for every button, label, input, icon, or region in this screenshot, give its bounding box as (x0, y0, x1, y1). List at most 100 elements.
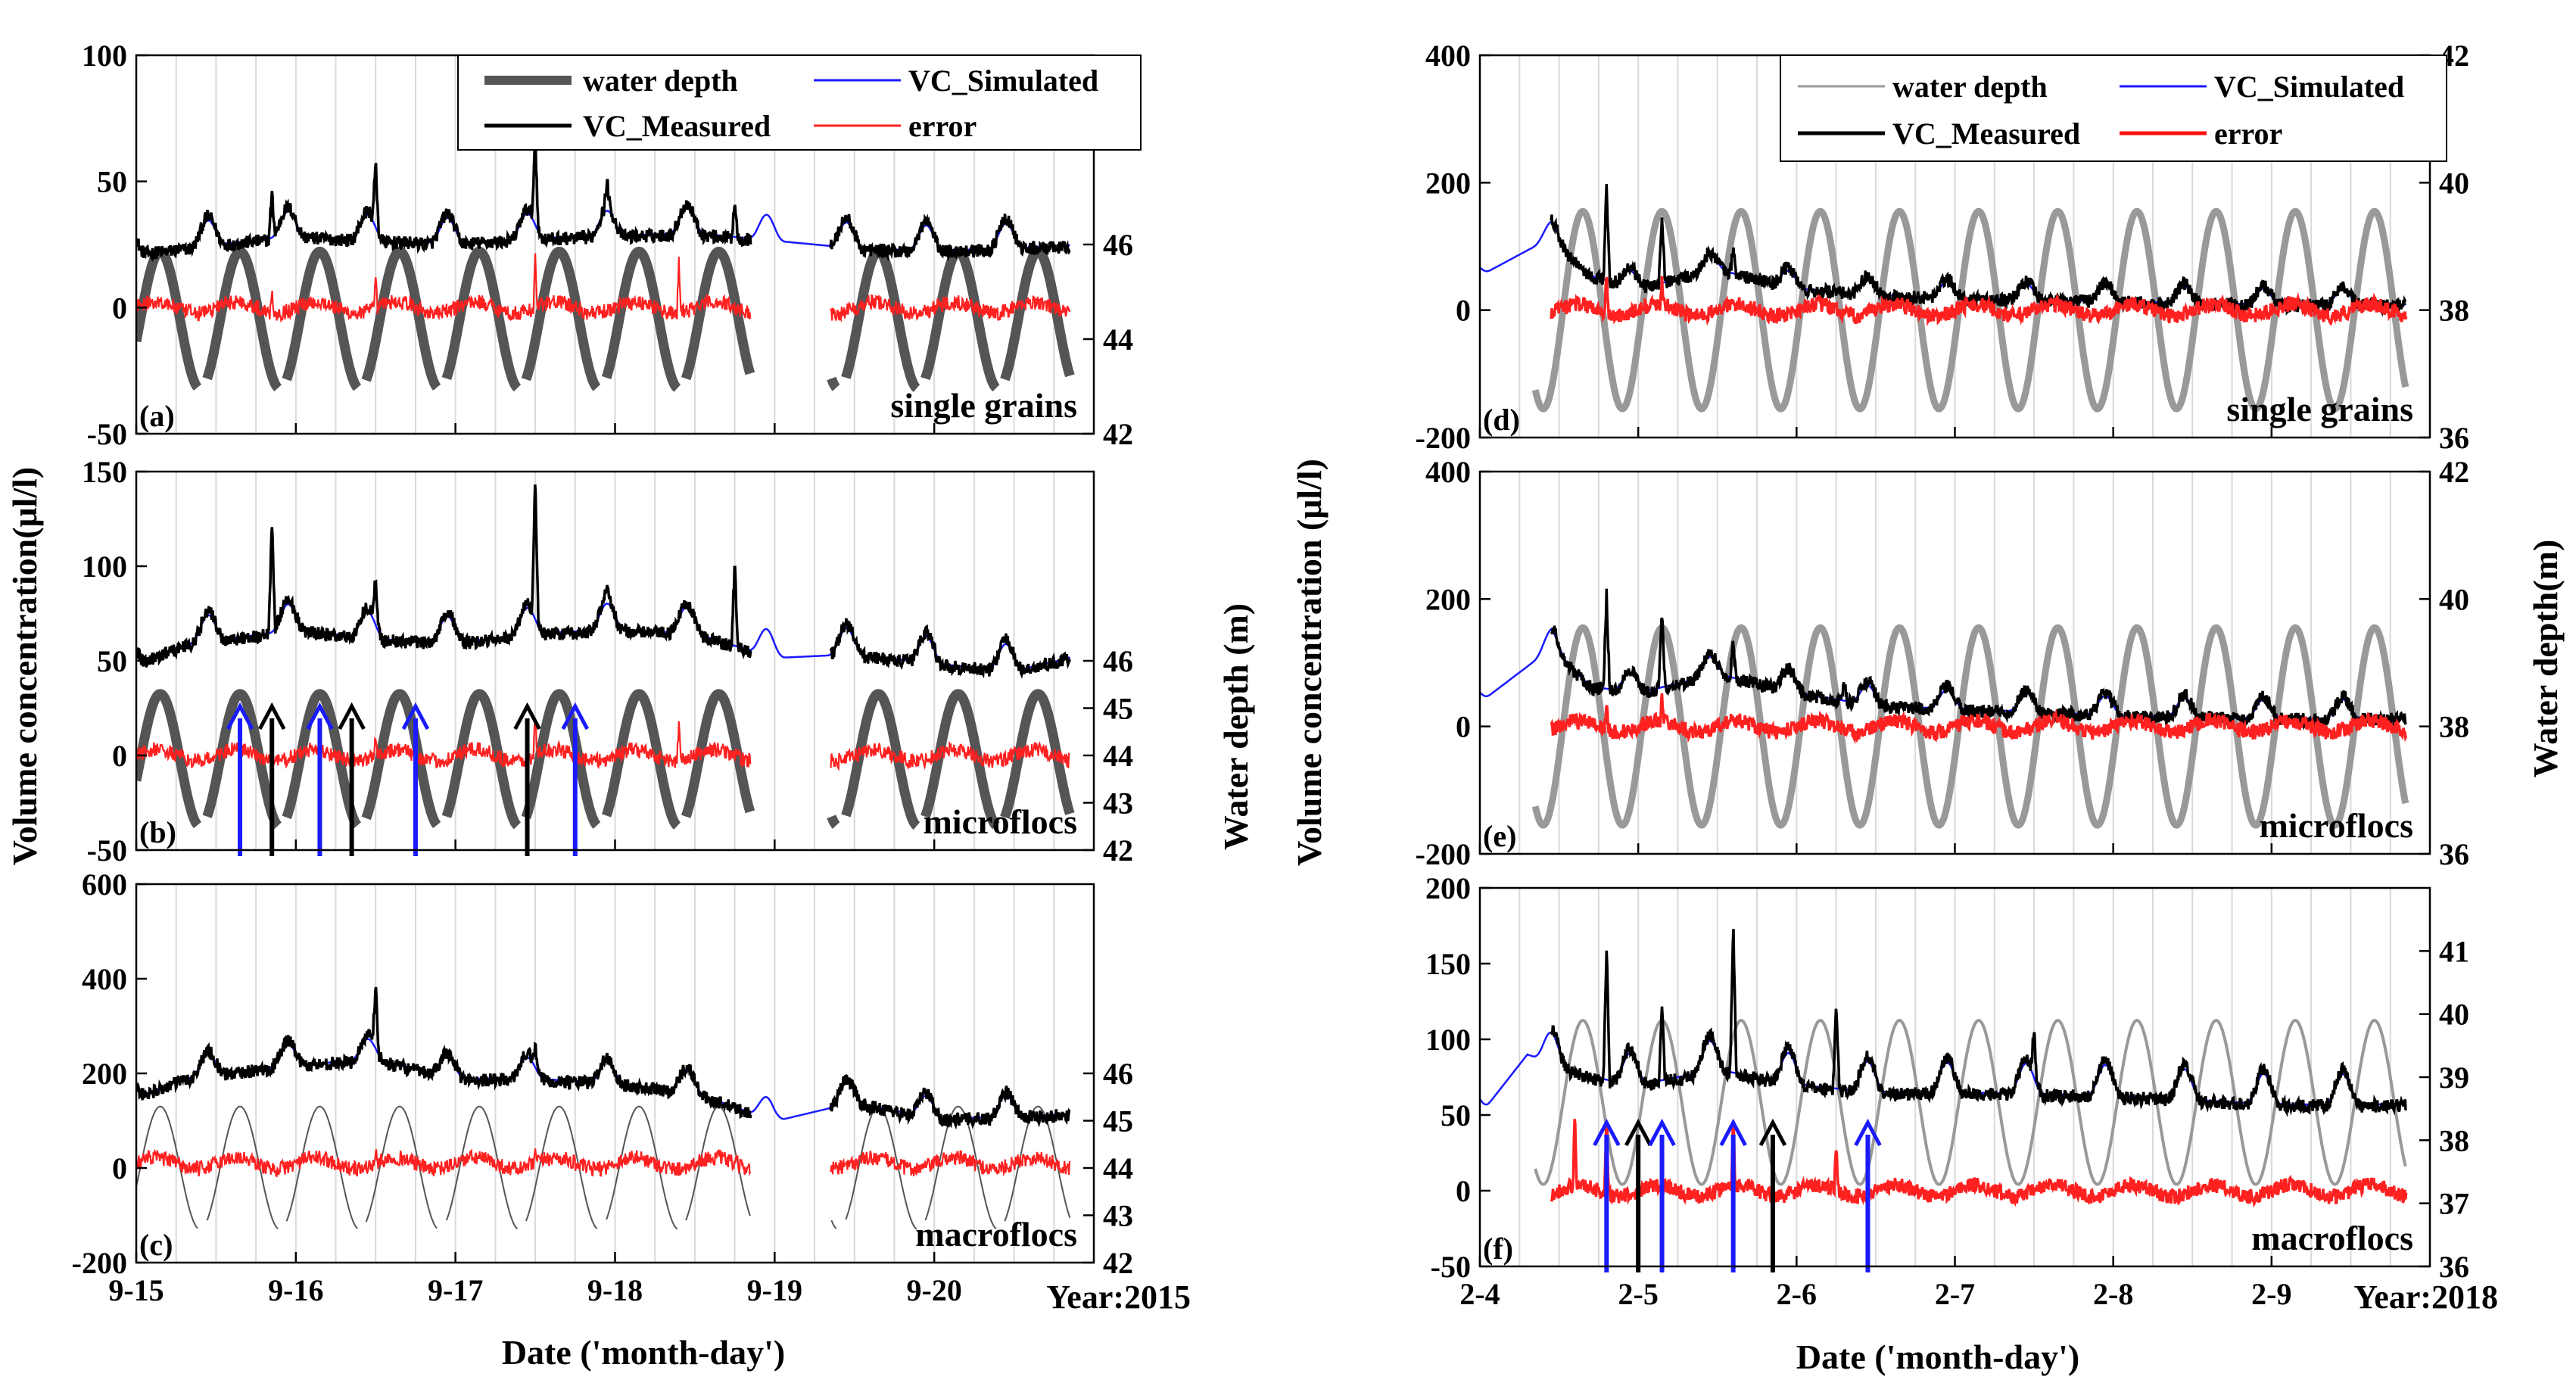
panel-c-y2tick-label: 45 (1103, 1104, 1133, 1138)
panel-f-y2tick-label: 37 (2439, 1187, 2469, 1221)
panel-d-vc-measured-line (1550, 184, 2407, 317)
panel-c-ytick-label: 0 (112, 1151, 127, 1185)
legend-2015-err-label: error (908, 109, 977, 143)
legend-2018: water depth VC_Simulated VC_Measured err… (1780, 55, 2447, 162)
panel-c-plot (136, 986, 1071, 1230)
panel-b: -50 0 50 100 150 42 43 44 45 46 (b) microflocs (82, 455, 1133, 867)
panel-c-xtick-label: 9-19 (747, 1273, 802, 1307)
panel-e-ytick-label: 200 (1425, 582, 1471, 616)
legend-2018-sim-label: VC_Simulated (2214, 70, 2404, 104)
panel-c-xtick-label: 9-16 (268, 1273, 323, 1307)
panel-e-error-line (1550, 693, 2408, 745)
panel-a-ytick-label: -50 (87, 417, 127, 451)
panel-b-y2tick-label: 42 (1103, 833, 1133, 867)
panel-e-plot (1480, 588, 2409, 829)
left-ylabel-2018: Volume concentration (μl/l) (1290, 459, 1328, 866)
panel-f-xtick-label: 2-7 (1935, 1277, 1975, 1311)
panel-c-ytick-label: 200 (82, 1057, 127, 1091)
legend-2015-sim-label: VC_Simulated (908, 64, 1098, 98)
panel-c: -200 0 200 400 600 42 43 44 45 46 9-15 9-16 9-17 9-18… (72, 867, 1133, 1307)
panel-c-ytick-label: 600 (82, 867, 127, 902)
panel-c-y2tick-label: 42 (1103, 1246, 1133, 1280)
panel-f-y2tick-label: 40 (2439, 998, 2469, 1032)
panel-c-y2tick-label: 43 (1103, 1199, 1133, 1233)
panel-b-vc-measured-line (136, 484, 1071, 679)
panel-c-ytick-label: 400 (82, 962, 127, 996)
panel-c-xtick-label: 9-17 (428, 1273, 483, 1307)
panel-a-ytick-label: 50 (97, 165, 127, 199)
panel-d-title: single grains (2226, 390, 2413, 428)
panel-e-ytick-label: 0 (1456, 710, 1471, 744)
panel-b-arrow-blue (306, 702, 334, 856)
panel-b-y2tick-label: 44 (1103, 739, 1133, 773)
panel-e: -200 0 200 400 36 38 40 42 (e) microflocs (1416, 455, 2469, 871)
panel-e-y2tick-label: 40 (2439, 582, 2469, 616)
panel-b-arrow-black (513, 702, 541, 856)
panel-f-xtick-label: 2-6 (1777, 1277, 1817, 1311)
panel-d-y2tick-label: 38 (2439, 294, 2469, 328)
panel-f-vc-measured-line (1550, 929, 2407, 1117)
panel-d-ytick-label: 0 (1456, 294, 1471, 328)
panel-f-y2tick-label: 36 (2439, 1250, 2469, 1284)
panel-f-xtick-label: 2-8 (2093, 1277, 2133, 1311)
panel-f: -50 0 50 100 150 200 36 37 38 39 40 41 2-4 2-5 2-6 2-7 2… (1425, 871, 2469, 1311)
panel-c-ytick-label: -200 (72, 1246, 127, 1280)
panel-f-plot (1480, 929, 2408, 1208)
panel-e-water-depth-line (1531, 624, 2409, 829)
panel-f-ytick-label: 150 (1425, 947, 1471, 981)
panel-b-ytick-label: 0 (112, 739, 127, 773)
panel-f-arrow-blue (1719, 1118, 1747, 1272)
year-label-2015: Year:2015 (1046, 1279, 1191, 1316)
panel-d-label: (d) (1483, 403, 1520, 437)
xlabel-2018: Date ('month-day') (1796, 1338, 2079, 1376)
panel-c-label: (c) (139, 1228, 173, 1262)
panel-e-y2tick-label: 38 (2439, 710, 2469, 744)
panel-f-ytick-label: 200 (1425, 871, 1471, 905)
panel-b-ytick-label: 100 (82, 550, 127, 584)
left-ylabel-2015: Volume concentration(μl/l) (5, 467, 44, 865)
panel-b-ytick-label: 150 (82, 455, 127, 489)
panel-b-title: microflocs (923, 802, 1077, 841)
panel-f-arrow-blue (1854, 1118, 1882, 1272)
legend-2015-depth-label: water depth (583, 64, 738, 98)
panel-a-ytick-label: 100 (82, 39, 127, 73)
panel-b-arrow-blue (561, 702, 589, 856)
right-ylabel-2015: Water depth (m) (1216, 603, 1255, 850)
panel-f-ytick-label: 50 (1441, 1098, 1471, 1132)
legend-2015-box (457, 55, 1142, 151)
panel-c-y2tick-label: 44 (1103, 1151, 1133, 1185)
panel-d-ytick-label: 400 (1425, 39, 1471, 73)
panel-b-label: (b) (139, 815, 176, 849)
panel-a-y2tick-label: 42 (1103, 417, 1133, 451)
panel-d-y2tick-label: 40 (2439, 166, 2469, 200)
panel-b-arrow-black (338, 702, 366, 856)
panel-e-title: microflocs (2259, 806, 2413, 845)
panel-b-arrow-blue (401, 702, 430, 856)
panel-e-ytick-label: 400 (1425, 455, 1471, 489)
panel-f-arrow-black (1624, 1118, 1652, 1272)
panel-f-arrow-black (1758, 1118, 1787, 1272)
panel-f-ytick-label: -50 (1431, 1250, 1471, 1284)
panel-c-xtick-label: 9-18 (587, 1273, 643, 1307)
panel-b-y2tick-label: 46 (1103, 644, 1133, 678)
panel-a-error-line (136, 253, 1071, 323)
panel-b-arrow-blue (226, 702, 254, 856)
panel-c-title: macroflocs (915, 1215, 1077, 1254)
panel-d-plot (1480, 184, 2409, 413)
panel-b-ytick-label: 50 (97, 644, 127, 678)
panel-d-water-depth-line (1531, 207, 2409, 413)
legend-2015: water depth VC_Simulated VC_Measured err… (457, 55, 1142, 151)
panel-e-label: (e) (1483, 819, 1516, 853)
legend-2018-depth-label: water depth (1892, 70, 2048, 104)
panel-f-y2tick-label: 38 (2439, 1123, 2469, 1157)
legend-2015-meas-label: VC_Measured (583, 109, 771, 143)
panel-a-y2tick-label: 44 (1103, 322, 1133, 357)
panel-c-error-line (136, 1148, 1071, 1178)
panels: -50 0 50 100 42 44 46 (a) single grains -50 0 50 100… (72, 39, 2469, 1311)
panel-a-vc-measured-line (136, 143, 1071, 263)
legend-2018-box (1780, 55, 2447, 162)
panel-f-arrow-blue (1593, 1118, 1621, 1272)
panel-e-y2tick-label: 36 (2439, 837, 2469, 871)
panel-b-plot (136, 484, 1075, 830)
